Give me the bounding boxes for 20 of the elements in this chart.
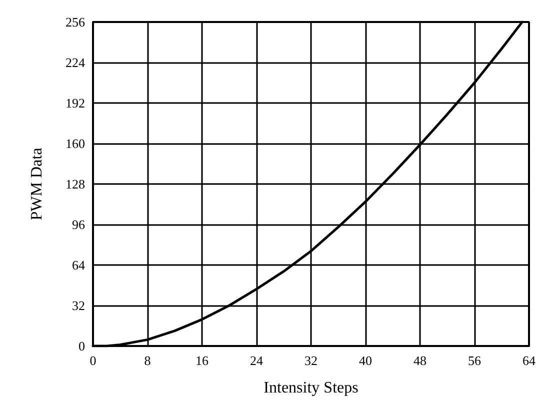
- x-tick-label: 64: [522, 353, 536, 368]
- y-tick-label: 64: [72, 258, 86, 272]
- y-tick-label: 256: [66, 14, 86, 30]
- y-tick-label: 224: [66, 55, 86, 70]
- y-tick-label: 160: [66, 136, 85, 151]
- x-tick-label: 56: [468, 353, 482, 368]
- y-tick-label: 0: [78, 338, 85, 354]
- x-tick-label: 8: [144, 353, 151, 368]
- x-tick-label: 48: [414, 353, 426, 368]
- x-tick-label: 40: [359, 353, 372, 368]
- x-tick-label: 16: [196, 353, 209, 368]
- y-tick-label: 128: [66, 176, 85, 192]
- y-tick-label: 192: [66, 96, 85, 110]
- x-tick-label: 24: [250, 353, 264, 368]
- y-axis-title: PWM Data: [28, 148, 46, 220]
- y-tick-label: 32: [72, 298, 85, 313]
- x-tick-label: 0: [90, 353, 96, 368]
- x-tick-label: 32: [304, 353, 318, 368]
- y-tick-label: 96: [72, 217, 86, 232]
- x-axis-title: Intensity Steps: [264, 380, 358, 396]
